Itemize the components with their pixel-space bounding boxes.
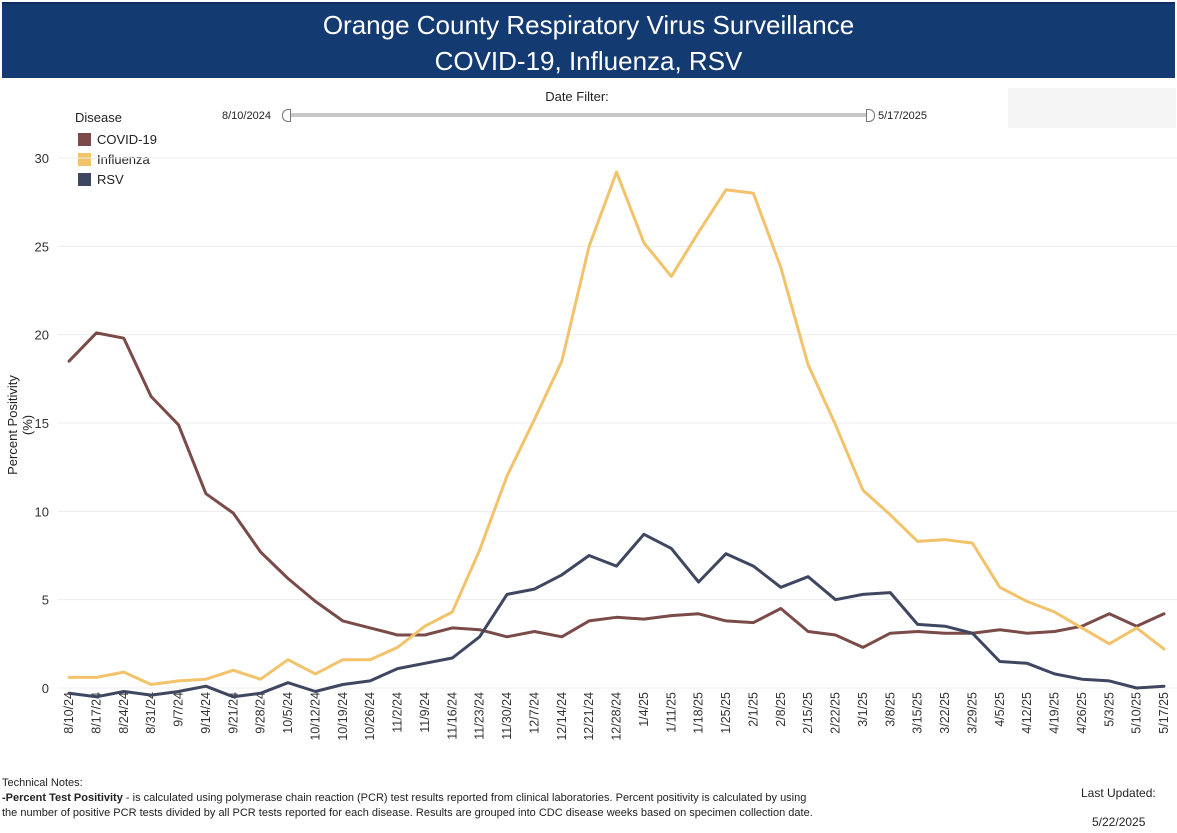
- date-filter-label: Date Filter:: [545, 89, 609, 104]
- x-tick-label: 11/2/24: [391, 692, 405, 733]
- x-tick-label: 3/8/25: [883, 692, 897, 727]
- notes-line1: -Percent Test Positivity - is calculated…: [2, 791, 882, 806]
- legend-title: Disease: [75, 110, 122, 125]
- last-updated-label: Last Updated:: [1081, 786, 1156, 800]
- x-tick-label: 2/8/25: [774, 692, 788, 727]
- notes-line1-text: - is calculated using polymerase chain r…: [122, 792, 807, 804]
- y-tick-label: 10: [35, 504, 49, 519]
- x-tick-label: 12/7/24: [527, 692, 541, 734]
- x-tick-label: 8/31/24: [144, 692, 158, 734]
- grid-lines: [58, 157, 1177, 689]
- page-subtitle: COVID-19, Influenza, RSV: [434, 46, 743, 76]
- date-filter-start: 8/10/2024: [222, 110, 271, 122]
- legend-label-covid: COVID-19: [97, 132, 157, 147]
- legend-item-covid[interactable]: COVID-19: [78, 132, 157, 147]
- series-line-covid-19[interactable]: [67, 331, 1166, 649]
- x-tick-label: 11/23/24: [473, 692, 487, 740]
- x-tick-label: 2/1/25: [746, 692, 760, 727]
- legend-swatch-influenza: [78, 153, 91, 166]
- x-tick-label: 11/30/24: [500, 692, 514, 740]
- legend-item-rsv[interactable]: RSV: [78, 172, 124, 187]
- x-tick-label: 12/28/24: [610, 692, 624, 741]
- x-tick-label: 5/3/25: [1102, 692, 1116, 727]
- x-tick-label: 3/1/25: [856, 692, 870, 727]
- y-tick-label: 5: [42, 593, 49, 608]
- y-tick-label: 30: [35, 151, 49, 166]
- x-tick-label: 1/25/25: [719, 692, 733, 734]
- date-filter-start-handle[interactable]: [282, 109, 291, 122]
- technical-notes: Technical Notes: -Percent Test Positivit…: [2, 776, 882, 821]
- series-lines: [67, 170, 1166, 699]
- legend-swatch-covid: [78, 133, 91, 146]
- x-tick-label: 4/12/25: [1020, 692, 1034, 734]
- y-axis-ticks: 0 5 10 15 20 25 30: [35, 151, 49, 696]
- x-tick-label: 3/29/25: [965, 692, 979, 734]
- x-tick-label: 4/26/25: [1075, 692, 1089, 734]
- x-tick-label: 11/9/24: [418, 692, 432, 733]
- notes-term: -Percent Test Positivity: [2, 792, 123, 804]
- date-filter-end-handle[interactable]: [866, 109, 875, 122]
- x-tick-label: 1/18/25: [692, 692, 706, 734]
- x-tick-label: 3/22/25: [938, 692, 952, 734]
- y-tick-label: 0: [42, 681, 49, 696]
- legend-label-rsv: RSV: [97, 172, 124, 187]
- x-tick-label: 1/4/25: [637, 692, 651, 727]
- x-tick-label: 9/28/24: [254, 692, 268, 734]
- x-axis-ticks: 8/10/24 8/17/24 8/24/24 8/31/24 9/7/24 9/14/2…: [62, 692, 1171, 741]
- x-tick-label: 8/17/24: [89, 692, 103, 734]
- empty-panel: [1008, 88, 1176, 128]
- y-tick-label: 15: [35, 416, 49, 431]
- x-tick-label: 8/24/24: [117, 692, 131, 734]
- x-tick-label: 3/15/25: [911, 692, 925, 734]
- x-tick-label: 10/5/24: [281, 692, 295, 734]
- x-tick-label: 10/26/24: [363, 692, 377, 741]
- line-chart: 0 5 10 15 20 25 30 8/10/24 8/17/24 8/24/24 8/31/2…: [35, 151, 1177, 741]
- x-tick-label: 2/15/25: [801, 692, 815, 734]
- x-tick-label: 12/21/24: [582, 692, 596, 741]
- notes-heading: Technical Notes:: [2, 777, 83, 789]
- x-tick-label: 8/10/24: [62, 692, 76, 734]
- legend-item-influenza[interactable]: Influenza: [78, 152, 150, 167]
- x-tick-label: 9/21/24: [226, 692, 240, 734]
- legend-label-influenza: Influenza: [97, 152, 150, 167]
- series-line-rsv[interactable]: [67, 532, 1166, 699]
- x-tick-label: 4/19/25: [1048, 692, 1062, 734]
- page-title: Orange County Respiratory Virus Surveill…: [322, 10, 855, 40]
- date-filter-track[interactable]: [286, 113, 870, 117]
- y-tick-label: 25: [35, 239, 49, 254]
- x-tick-label: 2/22/25: [829, 692, 843, 734]
- series-line-influenza[interactable]: [67, 170, 1166, 686]
- x-tick-label: 9/14/24: [199, 692, 213, 734]
- x-tick-label: 10/12/24: [308, 692, 322, 741]
- notes-line2: the number of positive PCR tests divided…: [2, 807, 813, 819]
- legend-swatch-rsv: [78, 173, 91, 186]
- x-tick-label: 4/5/25: [993, 692, 1007, 727]
- x-tick-label: 1/11/25: [664, 692, 678, 733]
- x-tick-label: 5/10/25: [1130, 692, 1144, 734]
- x-tick-label: 5/17/25: [1157, 692, 1171, 734]
- x-tick-label: 11/16/24: [445, 692, 459, 740]
- last-updated-value: 5/22/2025: [1092, 815, 1146, 829]
- dashboard-header: Orange County Respiratory Virus Surveill…: [2, 2, 1175, 78]
- y-tick-label: 20: [35, 328, 49, 343]
- x-tick-label: 10/19/24: [336, 692, 350, 741]
- x-tick-label: 12/14/24: [555, 692, 569, 741]
- x-tick-label: 9/7/24: [172, 692, 186, 727]
- date-filter-end: 5/17/2025: [878, 110, 927, 122]
